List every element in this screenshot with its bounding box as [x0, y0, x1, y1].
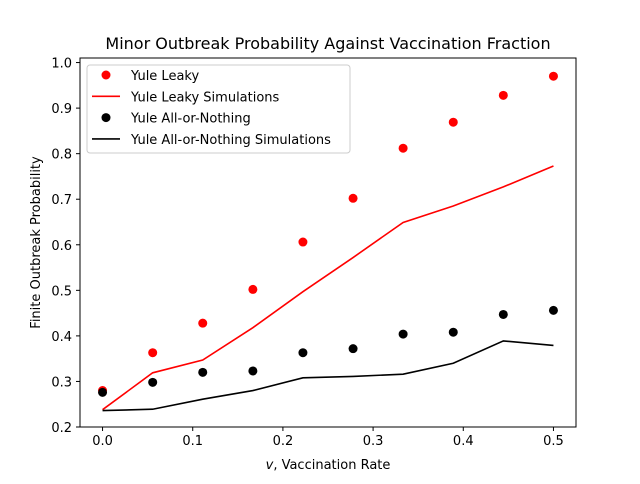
legend-label-yule-leaky: Yule Leaky	[130, 69, 199, 84]
data-point-yule-all-or-nothing	[498, 309, 508, 319]
data-point-yule-all-or-nothing	[448, 327, 458, 337]
x-axis-label: v, Vaccination Rate	[266, 458, 391, 473]
legend-label-yule-all-or-nothing-simulations: Yule All-or-Nothing Simulations	[130, 133, 331, 148]
y-tick-label: 0.5	[51, 284, 72, 299]
data-point-yule-leaky	[548, 71, 558, 81]
data-point-yule-all-or-nothing	[398, 329, 408, 339]
y-axis: 0.2 0.3 0.4 0.5 0.6 0.7 0.8 0.9 1.0	[51, 57, 80, 436]
y-tick-label: 0.4	[51, 330, 72, 345]
y-tick-label: 0.7	[51, 193, 72, 208]
data-point-yule-leaky	[198, 318, 208, 328]
x-tick-label: 0.5	[543, 434, 564, 449]
data-point-yule-leaky	[148, 348, 158, 358]
data-point-yule-leaky	[398, 143, 408, 153]
data-point-yule-all-or-nothing	[148, 377, 158, 387]
legend-swatch-yule-leaky	[101, 70, 111, 80]
legend-swatch-yule-all-or-nothing	[101, 113, 111, 123]
x-axis-label-text: , Vaccination Rate	[273, 458, 390, 473]
data-point-yule-all-or-nothing	[98, 387, 108, 397]
x-axis: 0.0 0.1 0.2 0.3 0.4 0.5	[92, 427, 564, 449]
data-point-yule-leaky	[348, 193, 358, 203]
series-line-yule-leaky-simulations	[102, 165, 554, 411]
data-point-yule-leaky	[248, 284, 258, 294]
data-point-yule-all-or-nothing	[248, 366, 258, 376]
data-point-yule-leaky	[298, 237, 308, 247]
data-point-yule-all-or-nothing	[198, 367, 208, 377]
legend-box	[86, 64, 351, 154]
legend-label-yule-leaky-simulations: Yule Leaky Simulations	[130, 90, 280, 105]
data-point-yule-leaky	[448, 117, 458, 127]
plot-area	[98, 71, 558, 412]
y-tick-label: 0.3	[51, 375, 72, 390]
x-tick-label: 0.1	[182, 434, 203, 449]
x-tick-label: 0.3	[363, 434, 384, 449]
y-tick-label: 0.6	[51, 239, 72, 254]
x-axis-label-variable: v	[266, 458, 274, 473]
x-tick-label: 0.4	[453, 434, 474, 449]
y-tick-label: 0.8	[51, 148, 72, 163]
chart-title: Minor Outbreak Probability Against Vacci…	[105, 34, 550, 53]
legend-label-yule-all-or-nothing: Yule All-or-Nothing	[130, 112, 251, 127]
x-tick-label: 0.0	[92, 434, 113, 449]
y-axis-label: Finite Outbreak Probability	[29, 156, 44, 329]
y-tick-label: 0.9	[51, 102, 72, 117]
data-point-yule-all-or-nothing	[348, 344, 358, 354]
series-line-yule-all-or-nothing-simulations	[102, 340, 554, 412]
data-point-yule-all-or-nothing	[548, 305, 558, 315]
y-tick-label: 1.0	[51, 57, 72, 72]
data-point-yule-all-or-nothing	[298, 348, 308, 358]
y-tick-label: 0.2	[51, 421, 72, 436]
axes-frame	[79, 57, 577, 428]
legend: Yule Leaky Yule Leaky Simulations Yule All…	[86, 64, 351, 154]
data-point-yule-leaky	[498, 90, 508, 100]
x-tick-label: 0.2	[273, 434, 294, 449]
